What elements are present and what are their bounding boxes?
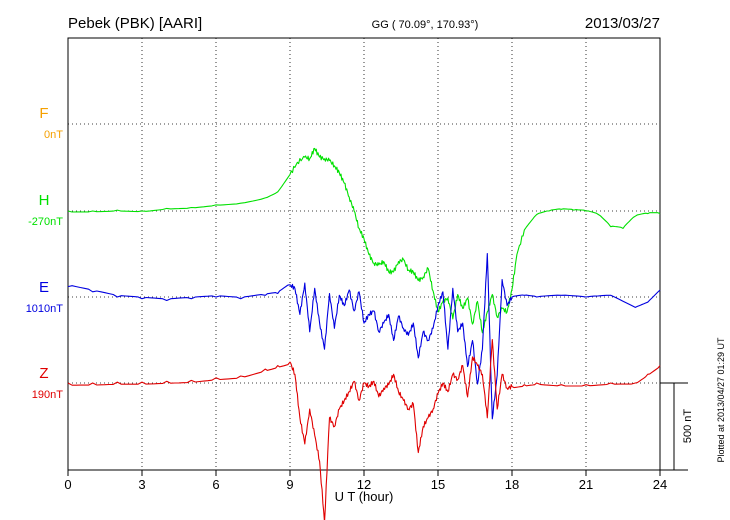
x-tick-label: 9 xyxy=(286,477,293,492)
x-axis-ticks: 0 3 6 9 12 15 18 21 24 xyxy=(64,470,667,492)
grid-lines xyxy=(68,38,660,470)
coords-label: GG ( 70.09°, 170.93°) xyxy=(372,19,479,31)
x-axis-label: U T (hour) xyxy=(335,489,394,504)
series-line-e xyxy=(67,252,661,420)
date-label: 2013/03/27 xyxy=(585,15,660,32)
x-tick-label: 12 xyxy=(357,477,371,492)
series-baseline-z: 190nT xyxy=(32,389,63,401)
series-traces xyxy=(67,147,661,520)
series-baseline-f: 0nT xyxy=(44,129,63,141)
series-baseline-h: -270nT xyxy=(28,216,63,228)
x-tick-label: 15 xyxy=(431,477,445,492)
scale-bar: 500 nT xyxy=(660,382,694,471)
x-tick-label: 6 xyxy=(212,477,219,492)
x-tick-label: 18 xyxy=(505,477,519,492)
series-name-e: E xyxy=(39,279,49,296)
series-line-h xyxy=(67,147,661,334)
series-labels: F 0nT H -270nT E 1010nT Z 190nT xyxy=(26,105,64,401)
chart-title: Pebek (PBK) [AARI] xyxy=(68,15,202,32)
x-tick-label: 24 xyxy=(653,477,667,492)
series-line-z xyxy=(67,338,661,520)
series-name-f: F xyxy=(39,105,48,122)
x-tick-label: 21 xyxy=(579,477,593,492)
x-tick-label: 0 xyxy=(64,477,71,492)
series-name-h: H xyxy=(39,192,50,209)
series-name-z: Z xyxy=(39,365,48,382)
scale-bar-label: 500 nT xyxy=(682,409,694,444)
x-tick-label: 3 xyxy=(138,477,145,492)
series-baseline-e: 1010nT xyxy=(26,303,64,315)
plotted-at-note: Plotted at 2013/04/27 01:29 UT xyxy=(716,337,726,463)
